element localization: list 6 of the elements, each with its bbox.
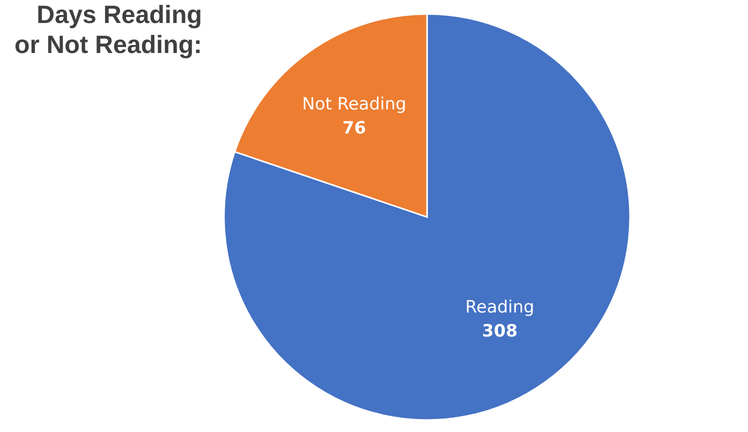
data-label: 308: [482, 322, 518, 342]
pie-slice: [224, 13, 631, 421]
chart-title: Days Reading or Not Reading:: [14, 1, 202, 59]
slice-label: Not Reading: [302, 94, 406, 114]
data-label: 76: [342, 118, 366, 138]
slice-label: Reading: [465, 298, 534, 318]
